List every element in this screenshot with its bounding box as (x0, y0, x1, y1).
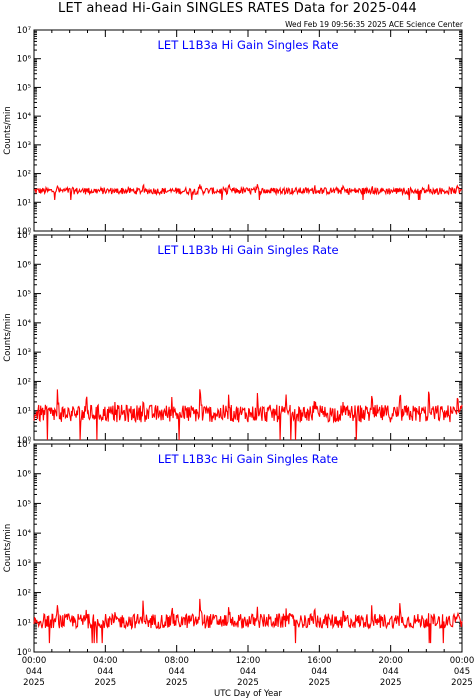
x-tick-year: 2025 (23, 678, 45, 688)
panel-title: LET L1B3a Hi Gain Singles Rate (158, 38, 339, 52)
x-axis-label: UTC Day of Year (214, 689, 282, 699)
y-tick-label: 10⁷ (17, 440, 32, 450)
y-tick-label: 10³ (17, 141, 31, 151)
y-tick-label: 10⁰ (17, 436, 32, 446)
y-tick-label: 10⁵ (17, 290, 31, 300)
x-tick-time: 04:00 (93, 656, 118, 666)
data-series-line (33, 183, 463, 201)
x-tick-doy: 044 (169, 667, 185, 677)
x-axis-labels: 00:00044202504:00044202508:00044202512:0… (22, 656, 475, 699)
y-tick-label: 10⁰ (17, 227, 32, 237)
x-tick-year: 2025 (95, 678, 117, 688)
x-tick-time: 00:00 (450, 656, 475, 666)
y-tick-label: 10¹ (17, 198, 31, 208)
x-tick-year: 2025 (451, 678, 473, 688)
x-tick-time: 08:00 (164, 656, 189, 666)
timestamp: Wed Feb 19 09:56:35 2025 ACE Science Cen… (285, 20, 463, 29)
x-tick-doy: 044 (311, 667, 327, 677)
y-tick-label: 10² (17, 589, 31, 599)
y-axis-label: Counts/min (3, 106, 13, 155)
y-tick-label: 10⁶ (17, 55, 32, 65)
data-series-line (33, 598, 463, 644)
x-tick-doy: 044 (240, 667, 256, 677)
x-tick-year: 2025 (309, 678, 331, 688)
y-tick-label: 10⁷ (17, 26, 32, 36)
x-tick-year: 2025 (166, 678, 188, 688)
y-tick-label: 10³ (17, 559, 31, 569)
y-tick-label: 10⁴ (17, 529, 32, 539)
chart-panel-1: 10⁰ 10¹ 10² 10³ 10⁴ 10⁵ 10⁶ 10⁷ Counts/min LET L1… (3, 26, 463, 237)
x-tick-doy: 044 (383, 667, 399, 677)
y-tick-label: 10¹ (17, 407, 31, 417)
plot-frame (33, 29, 463, 232)
y-tick-label: 10¹ (17, 618, 31, 628)
y-tick-label: 10⁶ (17, 470, 32, 480)
x-tick-time: 12:00 (236, 656, 261, 666)
x-tick-time: 00:00 (22, 656, 47, 666)
y-tick-label: 10³ (17, 348, 31, 358)
x-tick-time: 16:00 (307, 656, 332, 666)
x-tick-doy: 045 (454, 667, 470, 677)
x-tick-time: 20:00 (378, 656, 403, 666)
x-tick-doy: 044 (97, 667, 113, 677)
y-tick-label: 10² (17, 170, 31, 180)
x-tick-year: 2025 (237, 678, 259, 688)
y-tick-label: 10⁰ (17, 648, 32, 658)
chart-panel-2: 10⁰ 10¹ 10² 10³ 10⁴ 10⁵ 10⁶ 10⁷ Counts/min LET L1… (3, 231, 463, 446)
y-tick-label: 10⁷ (17, 231, 32, 241)
panel-title: LET L1B3b Hi Gain Singles Rate (157, 243, 338, 257)
y-tick-label: 10² (17, 377, 31, 387)
data-series-line (33, 389, 463, 441)
panel-title: LET L1B3c Hi Gain Singles Rate (158, 452, 338, 466)
y-tick-label: 10⁶ (17, 260, 32, 270)
y-tick-label: 10⁴ (17, 319, 32, 329)
y-tick-label: 10⁵ (17, 499, 31, 509)
x-tick-year: 2025 (380, 678, 402, 688)
page-title: LET ahead Hi-Gain SINGLES RATES Data for… (58, 1, 417, 16)
y-tick-label: 10⁵ (17, 83, 31, 93)
y-axis-label: Counts/min (3, 313, 13, 362)
x-tick-doy: 044 (26, 667, 42, 677)
y-tick-label: 10⁴ (17, 112, 32, 122)
chart-panel-3: 10⁰ 10¹ 10² 10³ 10⁴ 10⁵ 10⁶ 10⁷ Counts/min LET L1… (3, 440, 463, 658)
y-axis-label: Counts/min (3, 524, 13, 573)
